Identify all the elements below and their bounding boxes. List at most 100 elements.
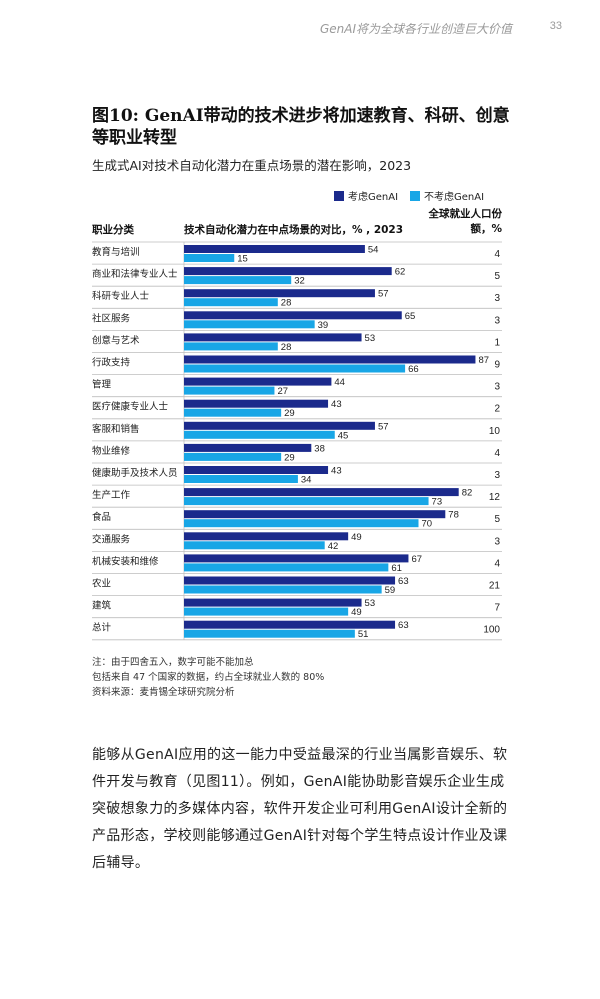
- category-label: 社区服务: [92, 312, 131, 324]
- bar-without-genai: [184, 585, 382, 594]
- bar-label-without-genai: 29: [284, 452, 295, 463]
- employment-share-value: 2: [494, 404, 500, 415]
- bar-label-without-genai: 59: [385, 585, 396, 596]
- bar-without-genai: [184, 364, 406, 373]
- bar-with-genai: [184, 245, 365, 253]
- legend-swatch-with-genai: [334, 190, 344, 201]
- category-label: 总计: [92, 622, 112, 634]
- bar-label-with-genai: 53: [365, 333, 376, 344]
- note-source: 资料来源：麦肯锡全球研究院分析: [92, 687, 235, 698]
- bar-label-with-genai: 54: [368, 245, 379, 256]
- employment-share-value: 9: [494, 360, 500, 371]
- bar-label-without-genai: 27: [277, 386, 288, 397]
- column-header-category: 职业分类: [92, 224, 134, 236]
- bar-label-without-genai: 39: [318, 320, 329, 331]
- bar-without-genai: [184, 386, 275, 395]
- employment-share-value: 12: [489, 492, 501, 503]
- bar-without-genai: [184, 254, 235, 262]
- category-label: 科研专业人士: [92, 290, 150, 302]
- employment-share-value: 4: [494, 448, 500, 459]
- bar-with-genai: [184, 377, 332, 386]
- bar-label-with-genai: 63: [398, 576, 409, 587]
- bar-with-genai: [184, 598, 362, 607]
- employment-share-value: 3: [494, 536, 500, 547]
- category-label: 商业和法律专业人士: [92, 268, 178, 280]
- bar-label-with-genai: 43: [331, 399, 342, 410]
- bar-label-with-genai: 62: [395, 267, 406, 278]
- bar-label-without-genai: 32: [294, 276, 305, 287]
- bar-with-genai: [184, 311, 402, 320]
- bar-with-genai: [184, 554, 409, 563]
- category-label: 健康助手及技术人员: [92, 467, 178, 479]
- legend-item-without-genai: 不考虑GenAI: [410, 188, 484, 203]
- bar-label-with-genai: 57: [378, 421, 389, 432]
- figure-subtitle: 生成式AI对技术自动化潜力在重点场景的潜在影响，2023: [92, 158, 412, 173]
- category-label: 客服和销售: [92, 423, 140, 435]
- employment-share-value: 3: [494, 470, 500, 481]
- bar-without-genai: [184, 430, 335, 439]
- employment-share-value: 4: [494, 558, 500, 569]
- column-header-employment-share: 全球就业人口份额，%: [428, 208, 503, 235]
- employment-share-value: 1: [494, 337, 500, 348]
- category-label: 管理: [92, 379, 112, 391]
- bar-label-without-genai: 73: [432, 497, 443, 508]
- bar-with-genai: [184, 443, 312, 452]
- bar-without-genai: [184, 320, 315, 329]
- category-label: 医疗健康专业人士: [92, 401, 169, 413]
- employment-share-value: 100: [483, 625, 500, 636]
- bar-without-genai: [184, 342, 278, 351]
- legend-swatch-without-genai: [410, 190, 421, 201]
- bar-label-with-genai: 43: [331, 466, 342, 477]
- bar-with-genai: [184, 510, 446, 519]
- bar-without-genai: [184, 298, 278, 307]
- category-label: 行政支持: [92, 357, 131, 369]
- bar-without-genai: [184, 475, 298, 483]
- column-header-chart: 技术自动化潜力在中点场景的对比，% , 2023: [184, 224, 404, 236]
- bar-label-without-genai: 51: [358, 629, 369, 640]
- employment-share-value: 4: [494, 249, 500, 260]
- category-label: 机械安装和维修: [92, 555, 159, 567]
- bar-without-genai: [184, 519, 419, 528]
- figure-notes: 注：由于四舍五入，数字可能不能加总 包括来自 47 个国家的数据，约占全球就业人…: [92, 655, 324, 700]
- legend-label-without-genai: 不考虑GenAI: [424, 192, 485, 203]
- bar-label-without-genai: 66: [408, 364, 419, 375]
- employment-share-value: 5: [494, 271, 500, 282]
- bar-label-with-genai: 63: [398, 620, 409, 631]
- bar-with-genai: [184, 532, 349, 541]
- bar-without-genai: [184, 563, 389, 572]
- bar-label-with-genai: 65: [405, 311, 416, 322]
- bar-with-genai: [184, 289, 375, 298]
- employment-share-value: 7: [494, 603, 500, 614]
- employment-share-value: 3: [494, 293, 500, 304]
- chart-legend: 考虑GenAI 不考虑GenAI: [334, 188, 496, 203]
- bar-label-with-genai: 82: [462, 488, 473, 499]
- bar-with-genai: [184, 620, 396, 629]
- bar-without-genai: [184, 276, 292, 285]
- bar-label-with-genai: 49: [351, 532, 362, 543]
- bar-label-with-genai: 67: [411, 554, 422, 565]
- bar-without-genai: [184, 541, 325, 550]
- bar-label-with-genai: 87: [478, 355, 489, 366]
- bar-label-without-genai: 61: [391, 563, 402, 574]
- employment-share-value: 5: [494, 514, 500, 525]
- employment-share-value: 10: [489, 426, 501, 437]
- bar-label-with-genai: 78: [448, 510, 459, 521]
- page-number: 33: [549, 20, 562, 32]
- employment-share-value: 21: [489, 581, 501, 592]
- bar-label-with-genai: 44: [334, 377, 345, 388]
- bar-label-without-genai: 15: [237, 254, 248, 265]
- category-label: 交通服务: [92, 533, 131, 545]
- category-label: 生产工作: [92, 489, 131, 501]
- bar-label-without-genai: 28: [281, 298, 292, 309]
- bar-with-genai: [184, 488, 459, 497]
- category-label: 教育与培训: [92, 246, 140, 258]
- bar-label-with-genai: 57: [378, 289, 389, 300]
- legend-label-with-genai: 考虑GenAI: [348, 192, 399, 203]
- bar-with-genai: [184, 466, 329, 474]
- bar-label-without-genai: 34: [301, 475, 312, 486]
- document-header-title: GenAI将为全球各行业创造巨大价值: [319, 22, 512, 36]
- bar-without-genai: [184, 607, 349, 616]
- category-label: 食品: [92, 511, 111, 523]
- bar-with-genai: [184, 267, 392, 276]
- bar-label-without-genai: 42: [328, 541, 339, 552]
